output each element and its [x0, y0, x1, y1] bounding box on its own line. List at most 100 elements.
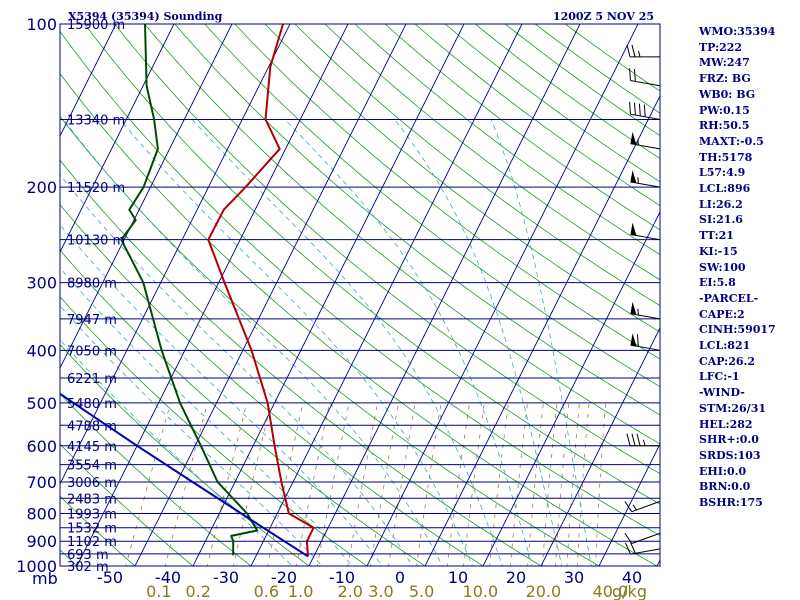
wind-barb-full [631, 44, 636, 58]
isotherm [424, 94, 660, 566]
dry-adiabat [60, 204, 484, 566]
height-label: 1532 m [67, 522, 117, 537]
dry-adiabat [264, 24, 660, 333]
dry-adiabat [144, 24, 660, 445]
wind-barb-staff [630, 233, 661, 241]
wind-barb-full [624, 501, 633, 512]
wind-barb-half [632, 504, 637, 511]
isotherm [76, 24, 349, 566]
mixing-ratio-line [316, 402, 350, 566]
temperature-tick-label: -20 [271, 568, 297, 587]
mixing-ratio-line [554, 402, 570, 566]
dry-adiabat [354, 24, 660, 256]
temperature-tick-label: 0 [395, 568, 405, 587]
stat-item: SW:100 [699, 260, 746, 274]
isotherm [60, 24, 117, 138]
isotherm [540, 326, 660, 566]
height-label: 1102 m [67, 535, 117, 550]
stat-item: BSHR:175 [699, 496, 763, 510]
height-label: 5480 m [67, 397, 117, 412]
stat-item: L57:4.9 [699, 166, 746, 180]
height-label: 693 m [67, 548, 109, 563]
wind-barb [630, 170, 661, 188]
wind-barb-half [643, 439, 646, 446]
stat-item: -PARCEL- [699, 291, 759, 305]
plot-frame [59, 23, 661, 567]
pressure-tick-label: 300 [26, 274, 57, 293]
pressure-tick-label: 100 [26, 15, 57, 34]
height-label: 4788 m [67, 419, 117, 434]
stat-item: LCL:821 [699, 339, 751, 353]
wind-barb [624, 541, 661, 555]
pressure-tick-label: 600 [26, 437, 57, 456]
dry-adiabat [0, 12, 31, 578]
stat-item: FRZ: BG [699, 72, 751, 86]
wind-barbs [624, 44, 661, 555]
height-label: 302 m [67, 560, 109, 575]
dry-adiabat [60, 296, 368, 566]
isotherm [60, 24, 291, 486]
dry-adiabat [84, 24, 660, 505]
stats-panel: WMO:35394 TP:222 MW:247 FRZ: BG WB0: BG PW:0.… [699, 24, 799, 511]
height-label: 3006 m [67, 476, 117, 491]
temperature-tick-label: 20 [506, 568, 526, 587]
parcel-profile [60, 392, 309, 558]
stat-item: EI:5.8 [699, 276, 736, 290]
wind-barb-full [624, 532, 633, 544]
isotherm [192, 24, 465, 566]
height-label: 7947 m [67, 313, 117, 328]
wind-barb [630, 333, 661, 351]
mixing-ratio-line [463, 402, 485, 566]
dry-adiabat [204, 24, 660, 388]
stat-item: TH:5178 [699, 150, 753, 164]
pressure-tick-label: 500 [26, 394, 57, 413]
mixing-ratio-tick-label: 2.0 [337, 582, 362, 600]
wind-barb [626, 433, 660, 447]
dry-adiabat [60, 30, 660, 536]
stat-item: LCL:896 [699, 182, 751, 196]
wind-barb-full [629, 101, 631, 115]
mixing-ratio-line [542, 402, 558, 566]
stat-item: CAPE:2 [699, 307, 745, 321]
mixing-ratio-line [509, 402, 528, 566]
mixing-ratio-line [595, 402, 606, 566]
mixing-ratio-line [125, 402, 171, 566]
wind-barb-staff [631, 532, 661, 544]
stat-item: RH:50.5 [699, 119, 750, 133]
wind-barb-full [638, 103, 641, 117]
wind-barb-staff [630, 313, 661, 320]
mixing-ratio-line [232, 402, 272, 566]
wind-barb-full [626, 433, 631, 446]
wind-barb-full [631, 433, 636, 446]
wind-barb [630, 301, 661, 320]
height-label: 7050 m [67, 344, 117, 359]
pressure-tick-label: 700 [26, 473, 57, 492]
wind-barb-flag [630, 301, 637, 315]
dry-adiabat [294, 24, 660, 307]
height-label: 4145 m [67, 440, 117, 455]
temperature-tick-label: 10 [448, 568, 468, 587]
stat-item: MAXT:-0.5 [699, 134, 764, 148]
pressure-tick-label: 800 [26, 504, 57, 523]
stat-item: WB0: BG [699, 87, 756, 101]
stat-item: -WIND- [699, 386, 745, 400]
stat-item: HEL:282 [699, 417, 753, 431]
mixing-ratio-tick-label: 40.0 [593, 582, 629, 600]
stat-item: CAP:26.2 [699, 354, 756, 368]
wind-barb-full [634, 102, 636, 116]
dry-adiabat [60, 393, 252, 566]
isotherm [598, 442, 660, 566]
wind-barb-flag [630, 170, 637, 183]
wind-barb [630, 131, 661, 150]
stat-item: LFC:-1 [699, 370, 740, 384]
wind-barb [629, 101, 661, 120]
pressure-tick-label: 900 [26, 532, 57, 551]
wind-barb [630, 222, 661, 241]
stat-item: SHR+:0.0 [699, 433, 759, 447]
dry-adiabat [174, 24, 660, 416]
pressure-tick-label: 400 [26, 341, 57, 360]
height-label: 3554 m [67, 459, 117, 474]
wind-barb-flag [630, 131, 637, 145]
temperature-tick-label: 40 [622, 568, 642, 587]
